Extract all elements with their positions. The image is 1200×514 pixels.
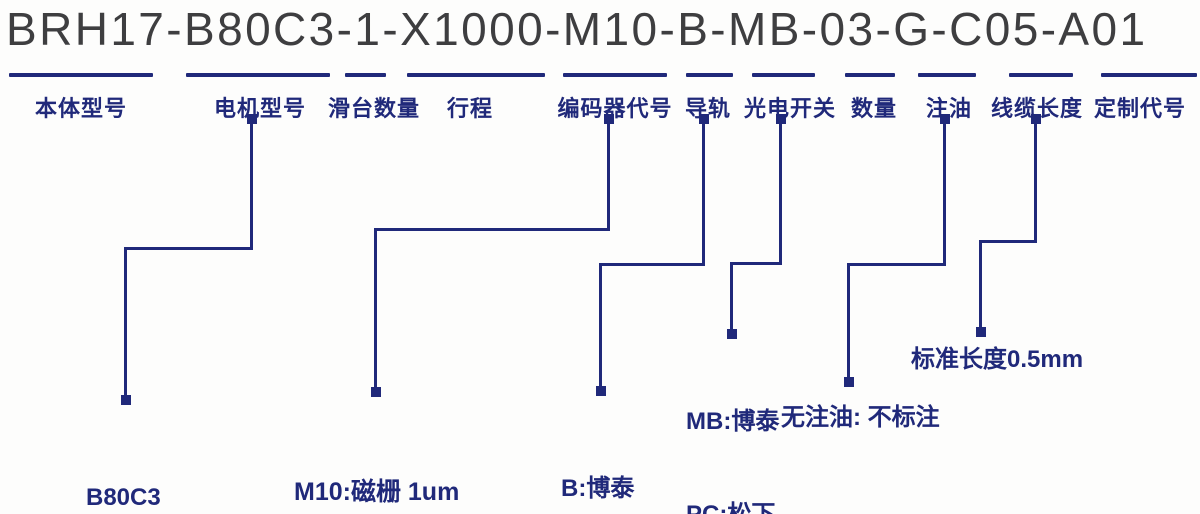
encoder-line-anchor-dot	[604, 114, 614, 124]
oil-line-horizontal	[847, 263, 946, 266]
encoder-options-list: M10:磁栅 1um G10:光栅 1um G05:光栅 0.5um	[294, 402, 479, 514]
label-quantity: 数量	[850, 96, 898, 121]
encoder-option: M10:磁栅 1um	[294, 478, 460, 506]
switch-option: MB:博泰	[686, 408, 780, 435]
label-slide-count: 滑台数量	[327, 96, 421, 121]
rail-options-list: B:博泰 H:上银 T:THK	[561, 406, 634, 514]
switch-line-horizontal	[730, 262, 782, 265]
cable-line-anchor-dot	[1031, 114, 1041, 124]
segment-underline-motor	[186, 73, 330, 77]
label-body-model: 本体型号	[34, 96, 128, 121]
cable-line-drop	[979, 240, 982, 332]
label-encoder-code: 编码器代号	[557, 96, 673, 121]
segment-underline-rail	[686, 73, 733, 77]
switch-line-drop	[730, 262, 733, 334]
segment-underline-cable	[1009, 73, 1073, 77]
label-motor-model: 电机型号	[213, 96, 307, 121]
motor-line-horizontal	[124, 247, 253, 250]
encoder-line-drop	[374, 228, 377, 392]
segment-underline-stroke	[407, 73, 545, 77]
motor-line-drop	[124, 247, 127, 400]
segment-underline-oil	[918, 73, 976, 77]
rail-line-horizontal	[599, 263, 705, 266]
segment-underline-qty	[845, 73, 895, 77]
segment-underline-body	[9, 73, 153, 77]
oil-line-anchor-dot	[940, 114, 950, 124]
oil-note: 无注油: 不标注	[781, 404, 940, 431]
encoder-line-end-dot	[371, 387, 381, 397]
rail-line-end-dot	[596, 386, 606, 396]
rail-line-drop	[599, 263, 602, 391]
cable-line-horizontal	[979, 240, 1037, 243]
oil-line-vertical	[943, 124, 946, 266]
segment-underline-slides	[345, 73, 386, 77]
rail-line-anchor-dot	[699, 114, 709, 124]
motor-line-anchor-dot	[247, 114, 257, 124]
model-code-title: BRH17-B80C3-1-X1000-M10-B-MB-03-G-C05-A0…	[6, 3, 1148, 55]
oil-line-drop	[847, 263, 850, 382]
encoder-line-horizontal	[374, 228, 610, 231]
switch-line-vertical	[779, 124, 782, 265]
segment-underline-switch	[752, 73, 815, 77]
switch-line-anchor-dot	[776, 114, 786, 124]
motor-line-vertical	[250, 124, 253, 250]
cable-line-vertical	[1034, 124, 1037, 243]
rail-line-vertical	[702, 124, 705, 266]
oil-line-end-dot	[844, 377, 854, 387]
segment-underline-encoder	[563, 73, 667, 77]
label-stroke: 行程	[446, 96, 494, 121]
motor-option: B80C3	[86, 484, 161, 511]
motor-line-end-dot	[121, 395, 131, 405]
motor-options-list: B80C3 B80C4 B80C6	[86, 420, 161, 514]
encoder-line-vertical	[607, 124, 610, 231]
segment-underline-custom	[1101, 73, 1197, 77]
switch-line-end-dot	[727, 329, 737, 339]
label-custom-code: 定制代号	[1093, 96, 1187, 121]
switch-option: PC:松下	[686, 499, 779, 514]
switch-options-list: MB:博泰 PC:松下	[686, 344, 779, 514]
cable-line-end-dot	[976, 327, 986, 337]
label-photo-switch: 光电开关	[743, 96, 837, 121]
cable-note: 标准长度0.5mm	[911, 346, 1084, 373]
rail-option: B:博泰	[561, 475, 635, 502]
